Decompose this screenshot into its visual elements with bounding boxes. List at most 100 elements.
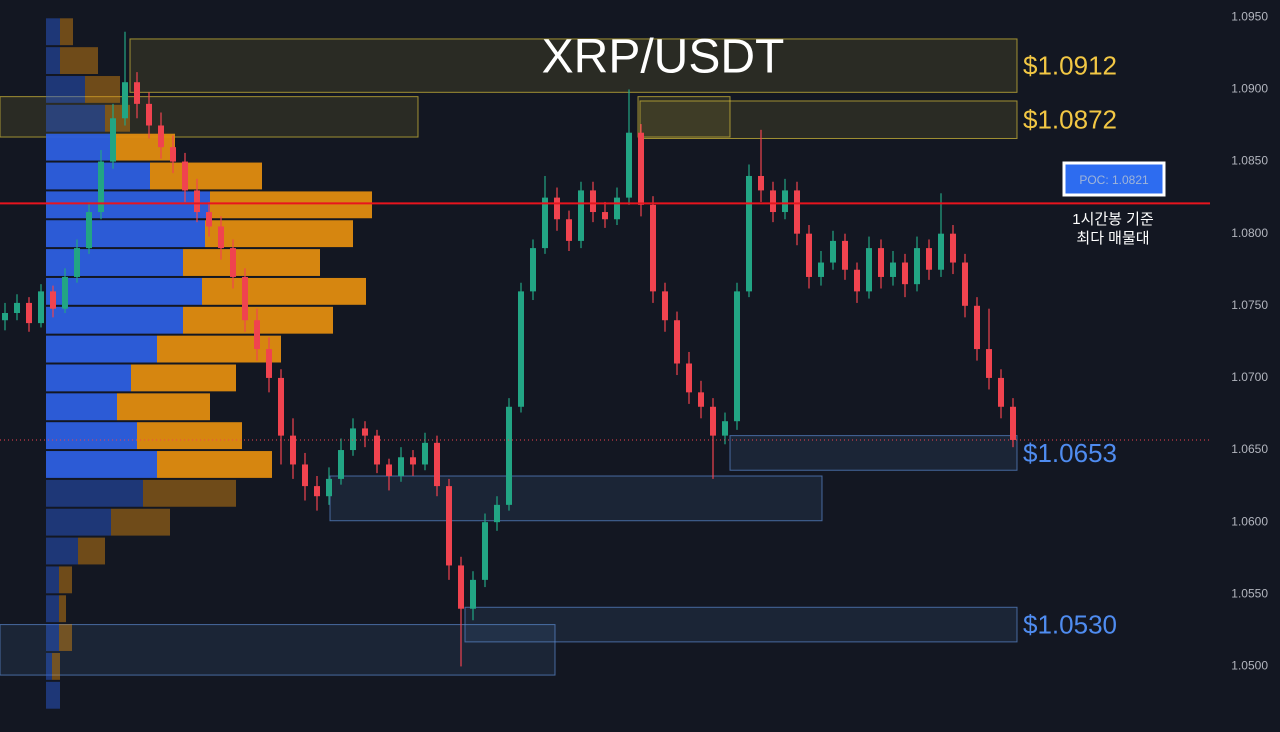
candle-body	[998, 377, 1004, 407]
profile-sell	[183, 249, 320, 276]
candle-body	[638, 132, 644, 205]
candle-body	[338, 450, 344, 479]
candle-body	[734, 291, 740, 422]
candle-body	[470, 579, 476, 609]
profile-buy	[46, 335, 157, 363]
profile-buy	[46, 393, 117, 421]
profile-sell	[52, 652, 60, 680]
profile-buy	[46, 451, 157, 478]
poc-label: POC: 1.0821	[1079, 173, 1149, 187]
candle-body	[110, 118, 116, 162]
candle-body	[74, 248, 80, 277]
profile-buy	[46, 18, 60, 46]
y-tick-label: 1.0850	[1231, 154, 1268, 168]
profile-sell	[131, 364, 236, 392]
profile-buy	[46, 104, 105, 132]
zone	[637, 96, 731, 138]
profile-buy	[46, 479, 143, 507]
candle-body	[902, 262, 908, 285]
candle-body	[446, 486, 452, 566]
candle-body	[218, 226, 224, 249]
candle-body	[722, 421, 728, 436]
profile-sell	[110, 133, 175, 161]
candle-body	[794, 190, 800, 234]
profile-sell	[78, 537, 105, 565]
candle-body	[206, 212, 212, 227]
poc-note: 1시간봉 기준	[1072, 211, 1154, 228]
candle-body	[542, 197, 548, 249]
profile-sell	[85, 76, 120, 103]
candle-body	[674, 320, 680, 364]
profile-sell	[60, 18, 73, 46]
candle-body	[134, 82, 140, 104]
candles	[2, 31, 1016, 667]
candle-body	[266, 349, 272, 378]
candle-body	[770, 190, 776, 213]
candle-body	[146, 103, 152, 126]
profile-sell	[157, 335, 281, 363]
zone	[0, 96, 419, 138]
y-tick-label: 1.0600	[1231, 514, 1268, 528]
candle-body	[830, 240, 836, 263]
candle-body	[614, 197, 620, 220]
profile-buy	[46, 47, 60, 75]
candle-body	[866, 248, 872, 292]
profile-buy	[46, 537, 78, 565]
zone	[0, 624, 556, 676]
zone	[129, 38, 1018, 93]
candle-body	[650, 204, 656, 292]
candle-body	[350, 428, 356, 451]
profile-buy	[46, 306, 183, 334]
candle-body	[2, 313, 8, 321]
volume-profile	[46, 18, 372, 709]
profile-buy	[46, 133, 110, 161]
profile-sell	[202, 277, 366, 305]
zones: $1.0912 $1.0872 $1.0653 $1.0530	[0, 38, 1117, 676]
candle-body	[302, 464, 308, 487]
candle-body	[230, 248, 236, 277]
candle-body	[962, 262, 968, 306]
zone-label: $1.0530	[1023, 609, 1117, 639]
zone-label: $1.0653	[1023, 438, 1117, 468]
profile-sell	[117, 393, 210, 421]
profile-buy	[46, 595, 59, 623]
candle-body	[374, 435, 380, 465]
poc-box	[1062, 161, 1166, 197]
candle-body	[194, 190, 200, 213]
price-axis	[1211, 0, 1280, 727]
profile-sell	[60, 47, 98, 75]
profile-sell	[205, 220, 353, 248]
profile-sell	[59, 566, 72, 594]
candle-body	[182, 161, 188, 191]
candle-body	[50, 291, 56, 309]
candle-body	[506, 406, 512, 505]
y-tick-label: 1.0950	[1231, 9, 1268, 23]
candle-body	[686, 363, 692, 393]
candle-body	[818, 262, 824, 277]
candle-body	[698, 392, 704, 407]
candle-body	[662, 291, 668, 321]
candle-body	[434, 442, 440, 487]
candle-body	[98, 161, 104, 213]
profile-buy	[46, 566, 59, 594]
candle-body	[914, 248, 920, 285]
profile-sell	[137, 422, 242, 450]
candle-body	[14, 302, 20, 314]
y-tick-label: 1.0800	[1231, 226, 1268, 240]
zone	[639, 100, 1018, 139]
zone-label: $1.0872	[1023, 105, 1117, 135]
candle-body	[518, 291, 524, 407]
y-tick-label: 1.0900	[1231, 82, 1268, 96]
candle-body	[362, 428, 368, 436]
candle-body	[62, 276, 68, 309]
profile-sell	[59, 595, 66, 623]
candle-body	[314, 486, 320, 497]
candle-body	[38, 291, 44, 324]
candle-body	[254, 320, 260, 350]
candle-body	[566, 219, 572, 241]
chart-title: XRP/USDT	[542, 31, 785, 84]
profile-sell	[150, 162, 262, 190]
profile-buy	[46, 249, 183, 276]
profile-sell	[210, 191, 372, 219]
